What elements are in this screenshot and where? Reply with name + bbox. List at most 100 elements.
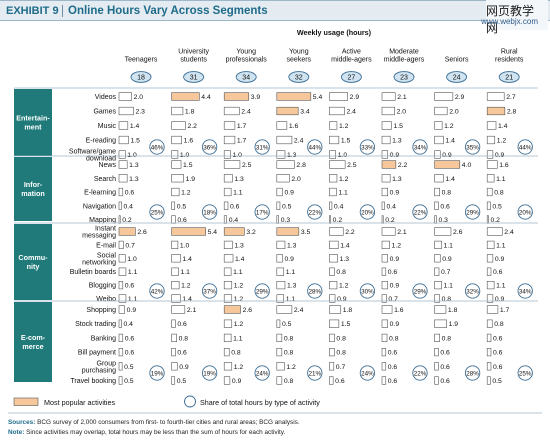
activity-label: Blogging bbox=[89, 283, 116, 290]
bar-value-label: 0.5 bbox=[177, 378, 187, 385]
share-value: 20% bbox=[519, 209, 532, 216]
bar bbox=[171, 92, 200, 101]
bar bbox=[381, 347, 387, 357]
bar-value-label: 1.1 bbox=[233, 190, 243, 197]
bar-value-label: 1.1 bbox=[444, 242, 454, 249]
activity-label: E-learning bbox=[84, 190, 116, 197]
bar bbox=[276, 187, 283, 197]
activity-label: purchasing bbox=[82, 367, 116, 374]
exhibit-header: EXHIBIT 9 Online Hours Vary Across Segme… bbox=[0, 0, 550, 21]
bar bbox=[434, 376, 439, 385]
bar bbox=[434, 135, 444, 145]
bar-value-label: 5.4 bbox=[208, 229, 218, 236]
bar-value-label: 1.8 bbox=[343, 307, 353, 314]
bar-value-label: 2.1 bbox=[187, 307, 197, 314]
bar bbox=[434, 160, 461, 169]
share-badge bbox=[517, 365, 533, 381]
bar-value-label: 1.2 bbox=[234, 296, 244, 303]
section-label: merce bbox=[22, 342, 43, 351]
bar bbox=[276, 150, 286, 159]
share-badge bbox=[149, 365, 165, 381]
bar-value-label: 1.5 bbox=[341, 321, 351, 328]
bar-value-label: 1.7 bbox=[237, 123, 247, 130]
bar-value-label: 2.4 bbox=[347, 109, 357, 116]
bar bbox=[381, 305, 393, 314]
bar-value-label: 2.2 bbox=[398, 162, 408, 169]
share-value: 37% bbox=[203, 288, 216, 295]
segment-label: Young bbox=[289, 49, 309, 56]
bar-value-label: 1.2 bbox=[234, 321, 244, 328]
share-value: 30% bbox=[361, 288, 374, 295]
segment-label: University bbox=[178, 49, 209, 56]
bar bbox=[486, 254, 494, 263]
note-text: Since activities may overlap, total hour… bbox=[26, 429, 286, 436]
bar-value-label: 0.6 bbox=[177, 217, 187, 224]
section-label: Infor- bbox=[24, 180, 43, 189]
bar bbox=[434, 92, 454, 101]
bar bbox=[486, 376, 491, 385]
bar bbox=[118, 215, 121, 224]
bar-value-label: 1.0 bbox=[127, 256, 137, 263]
activity-label: Videos bbox=[95, 94, 117, 101]
section-label: mation bbox=[21, 189, 45, 198]
activity-label: Banking bbox=[91, 335, 116, 342]
share-value: 28% bbox=[466, 370, 479, 377]
activity-label: Shopping bbox=[86, 307, 116, 314]
section-label: Entertain- bbox=[16, 114, 50, 123]
bar-value-label: 0.9 bbox=[390, 283, 400, 290]
bar bbox=[118, 362, 123, 371]
bar-value-label: 1.2 bbox=[181, 190, 191, 197]
bar bbox=[118, 201, 122, 210]
bar bbox=[329, 362, 335, 371]
bar bbox=[118, 240, 124, 250]
segment-total-value: 32 bbox=[295, 75, 303, 82]
share-value: 36% bbox=[203, 144, 216, 151]
bar bbox=[329, 319, 340, 328]
bar-value-label: 0.6 bbox=[335, 378, 345, 385]
activity-label: Games bbox=[93, 109, 116, 116]
bar-value-label: 2.4 bbox=[294, 307, 304, 314]
bar bbox=[171, 106, 184, 116]
bar bbox=[223, 376, 231, 385]
share-badge bbox=[307, 283, 323, 299]
share-badge bbox=[307, 204, 323, 220]
bar bbox=[223, 174, 233, 183]
bar-value-label: 1.3 bbox=[234, 242, 244, 249]
share-value: 19% bbox=[203, 370, 216, 377]
bar bbox=[223, 201, 229, 210]
bar bbox=[381, 280, 388, 290]
bar-value-label: 0.9 bbox=[442, 152, 452, 159]
bar bbox=[434, 280, 442, 290]
bar-value-label: 0.8 bbox=[336, 269, 346, 276]
activity-label: download bbox=[86, 156, 116, 163]
bar-value-label: 1.7 bbox=[237, 138, 247, 145]
segment-label: Moderate bbox=[389, 49, 419, 56]
share-badge bbox=[412, 139, 428, 155]
bar-value-label: 1.9 bbox=[186, 176, 196, 183]
bar bbox=[223, 92, 250, 101]
bar-value-label: 1.2 bbox=[339, 176, 349, 183]
bar bbox=[329, 201, 333, 210]
share-value: 44% bbox=[519, 144, 532, 151]
bar-value-label: 0.8 bbox=[389, 335, 399, 342]
bar-value-label: 1.3 bbox=[392, 138, 402, 145]
bar bbox=[486, 267, 492, 276]
share-value: 29% bbox=[256, 288, 269, 295]
bar bbox=[486, 333, 492, 343]
bar bbox=[381, 267, 387, 276]
share-badge bbox=[307, 139, 323, 155]
bar-value-label: 1.3 bbox=[287, 242, 297, 249]
bar bbox=[381, 319, 388, 328]
bar-value-label: 0.6 bbox=[388, 364, 398, 371]
bar bbox=[118, 106, 134, 116]
bar-value-label: 1.4 bbox=[445, 176, 455, 183]
bar-value-label: 1.1 bbox=[286, 269, 296, 276]
share-badge bbox=[517, 139, 533, 155]
bar bbox=[486, 280, 495, 290]
share-value: 34% bbox=[414, 144, 427, 151]
segment-total-badge bbox=[235, 71, 257, 83]
share-badge bbox=[201, 365, 218, 381]
bar-value-label: 1.2 bbox=[444, 123, 454, 130]
bar-value-label: 0.5 bbox=[492, 378, 502, 385]
bar-value-label: 0.9 bbox=[127, 307, 137, 314]
